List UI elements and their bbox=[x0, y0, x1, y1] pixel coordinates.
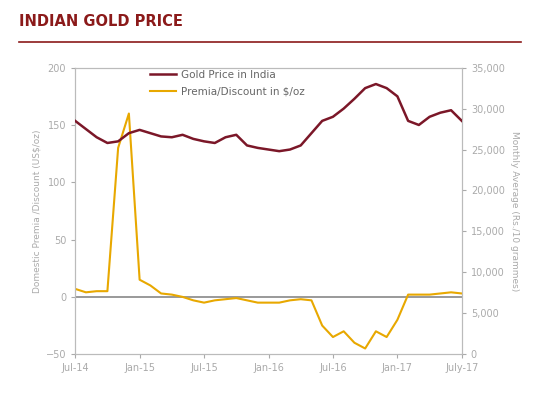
Y-axis label: Monthly Average (Rs./10 grammes): Monthly Average (Rs./10 grammes) bbox=[510, 131, 519, 291]
Text: INDIAN GOLD PRICE: INDIAN GOLD PRICE bbox=[19, 14, 183, 29]
Y-axis label: Domestic Premia /Discount (US$/oz): Domestic Premia /Discount (US$/oz) bbox=[32, 129, 41, 293]
Legend: Gold Price in India, Premia/Discount in $/oz: Gold Price in India, Premia/Discount in … bbox=[150, 70, 305, 96]
